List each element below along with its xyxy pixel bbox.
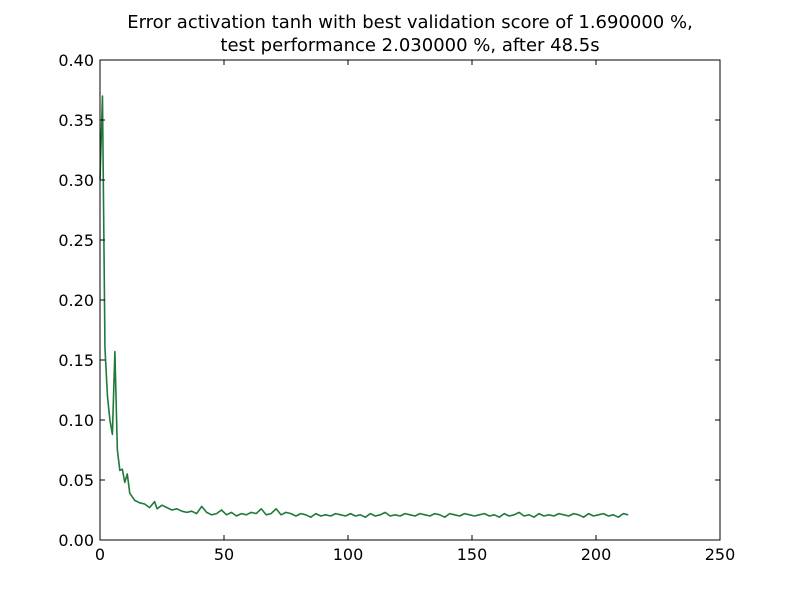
y-tick-label: 0.40 [58,51,94,70]
axes-layer: 0 50 100 150 200 250 0.00 0.05 0.10 0.15 0.20 0.25 0… [58,51,735,564]
x-tick-label: 100 [333,545,364,564]
x-tick-label: 250 [705,545,736,564]
chart-title-line-2: test performance 2.030000 %, after 48.5s [220,35,600,56]
x-tick-label: 50 [214,545,234,564]
series-layer [99,95,629,518]
x-tick-label: 150 [457,545,488,564]
chart-title-line-1: Error activation tanh with best validati… [127,12,693,33]
y-tick-label: 0.30 [58,171,94,190]
y-tick-label: 0.00 [58,531,94,550]
series-line-0 [99,95,629,518]
x-tick-label: 0 [95,545,105,564]
y-tick-label: 0.05 [58,471,94,490]
y-tick-label: 0.15 [58,351,94,370]
y-tick-label: 0.35 [58,111,94,130]
y-tick-label: 0.25 [58,231,94,250]
y-tick-label: 0.20 [58,291,94,310]
y-tick-label: 0.10 [58,411,94,430]
plot-frame [99,59,721,541]
x-tick-label: 200 [581,545,612,564]
